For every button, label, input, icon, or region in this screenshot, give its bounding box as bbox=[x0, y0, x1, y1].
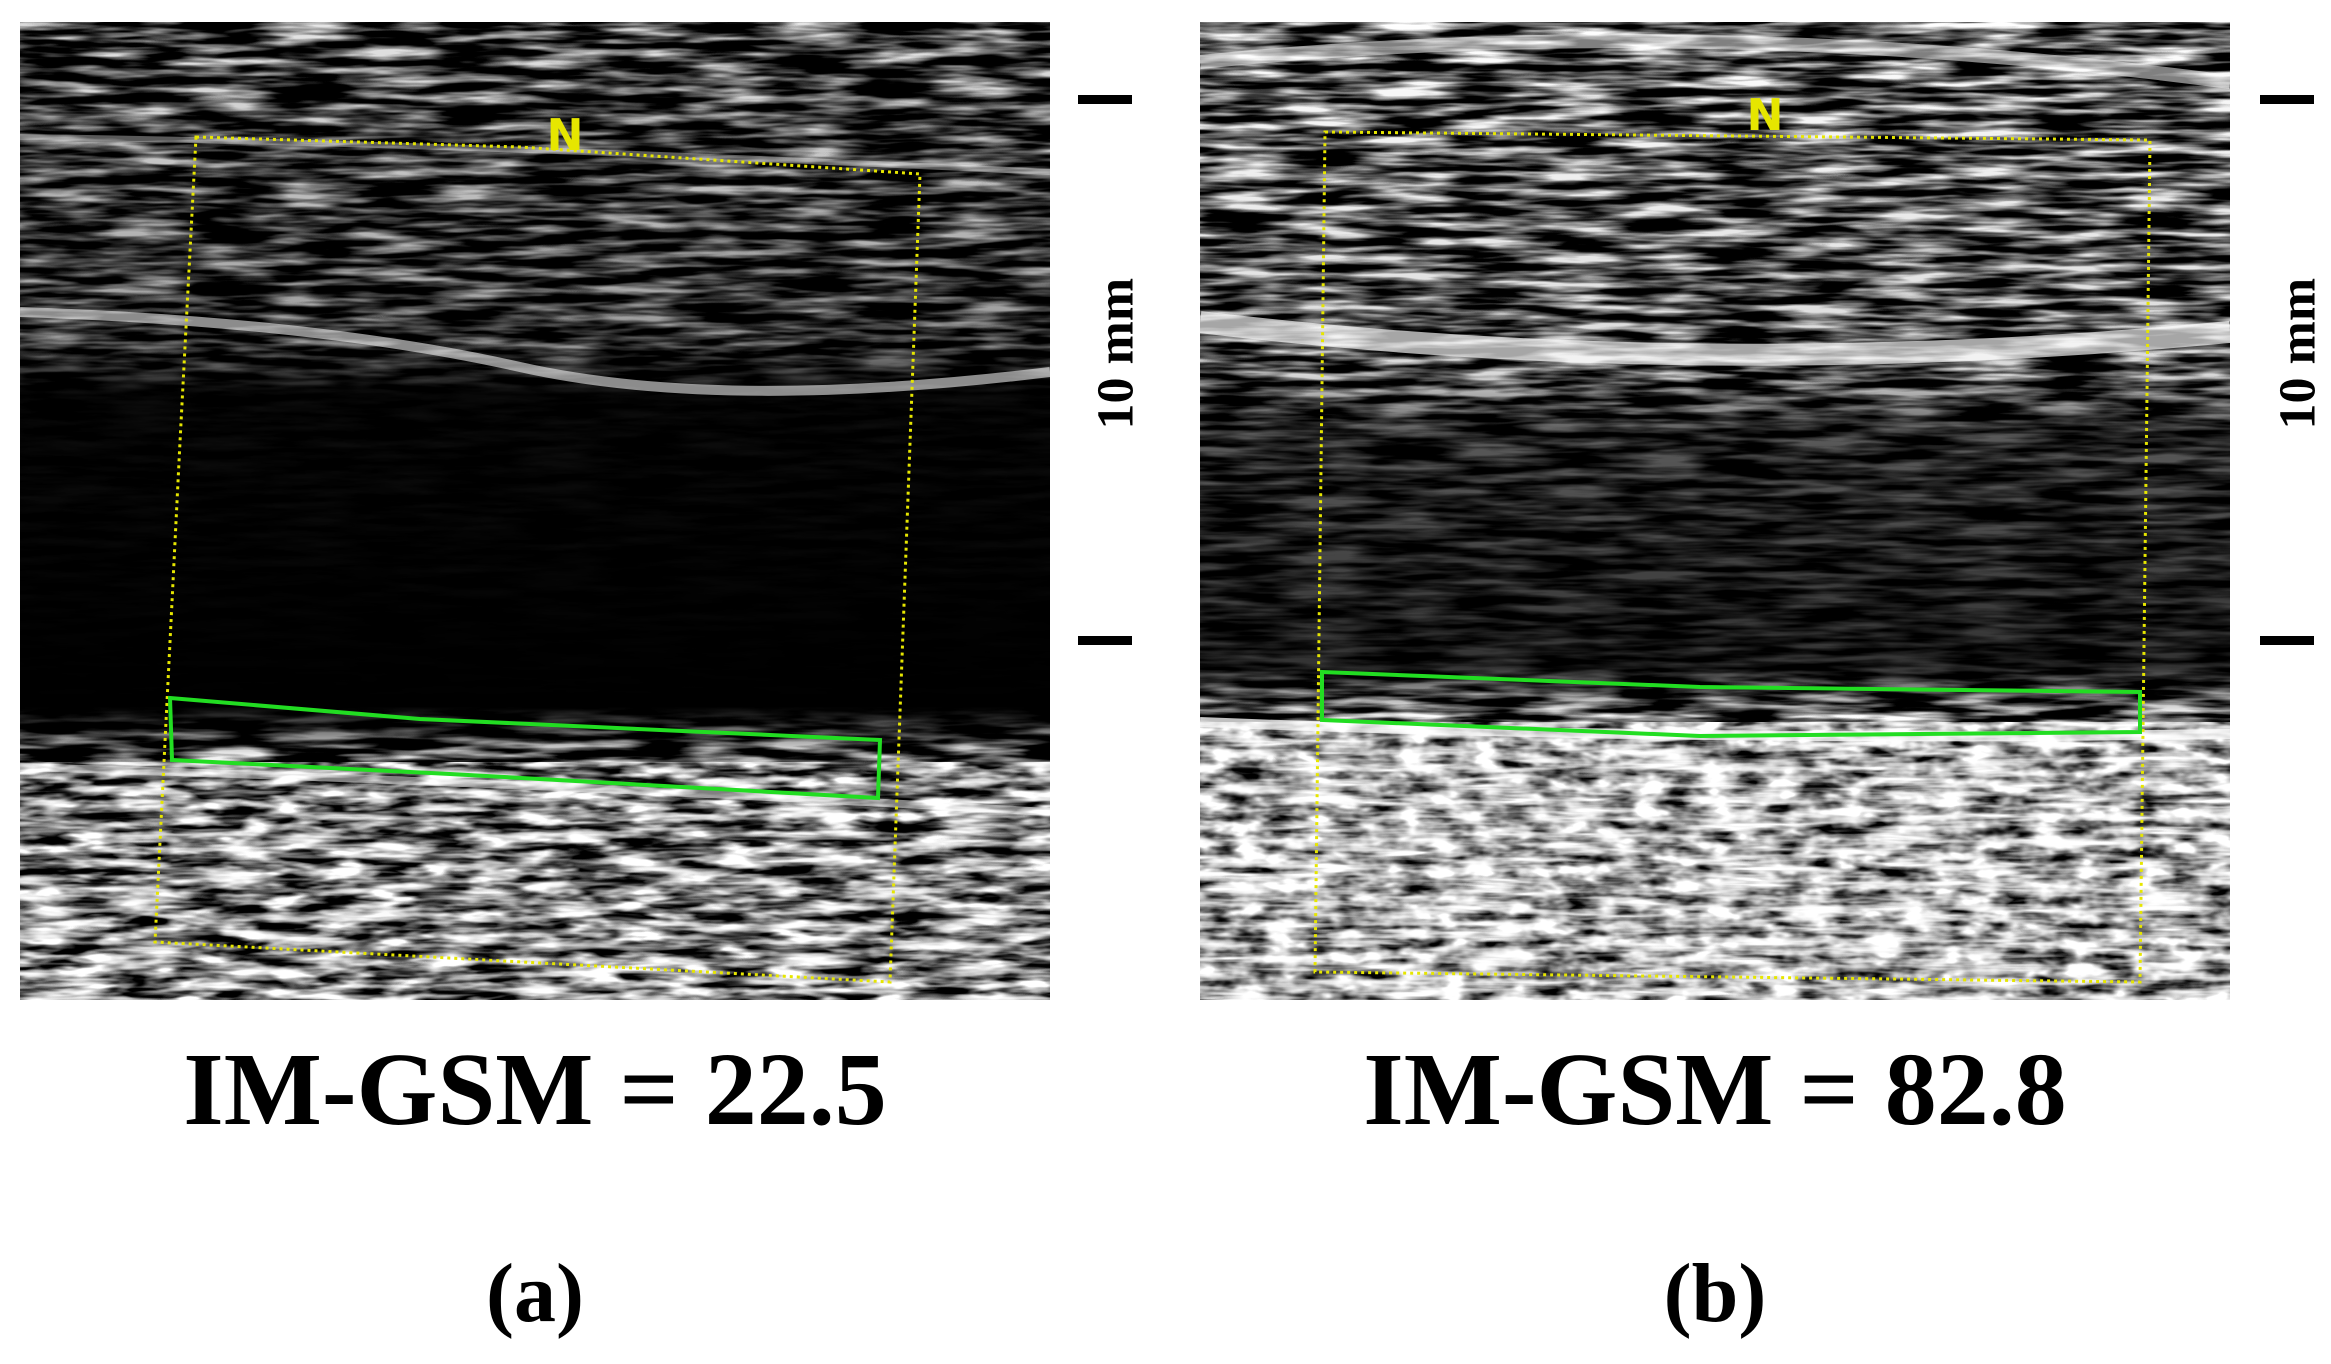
scale-bar-b: 10 mm bbox=[2260, 0, 2330, 700]
intima-media-outline-a bbox=[167, 695, 883, 801]
scale-bar-a: 10 mm bbox=[1078, 0, 1148, 700]
scale-tick-top-a bbox=[1078, 95, 1132, 104]
gsm-label-a: IM-GSM = 22.5 bbox=[183, 1032, 887, 1147]
panel-letter-b: (b) bbox=[1663, 1247, 1767, 1340]
marker-n-a: N bbox=[547, 110, 584, 161]
scale-label-a: 10 mm bbox=[1087, 277, 1145, 430]
panel-letter-a: (a) bbox=[486, 1247, 584, 1340]
marker-n-b: N bbox=[1747, 90, 1784, 141]
ultrasound-image-b: N bbox=[1200, 22, 2230, 1000]
intima-media-outline-b bbox=[1320, 669, 2142, 739]
panel-b: N 10 mm IM-GSM = 82.8 (b) bbox=[1180, 0, 2327, 1364]
scale-tick-top-b bbox=[2260, 95, 2314, 104]
scale-tick-bottom-a bbox=[1078, 636, 1132, 645]
scale-label-b: 10 mm bbox=[2269, 277, 2327, 430]
roi-outline-a bbox=[153, 135, 922, 984]
panel-a: N 10 mm IM-GSM = 22.5 (a) bbox=[0, 0, 1145, 1364]
roi-outline-b bbox=[1313, 130, 2152, 984]
gsm-label-b: IM-GSM = 82.8 bbox=[1363, 1032, 2067, 1147]
scale-tick-bottom-b bbox=[2260, 636, 2314, 645]
ultrasound-image-a: N bbox=[20, 22, 1050, 1000]
